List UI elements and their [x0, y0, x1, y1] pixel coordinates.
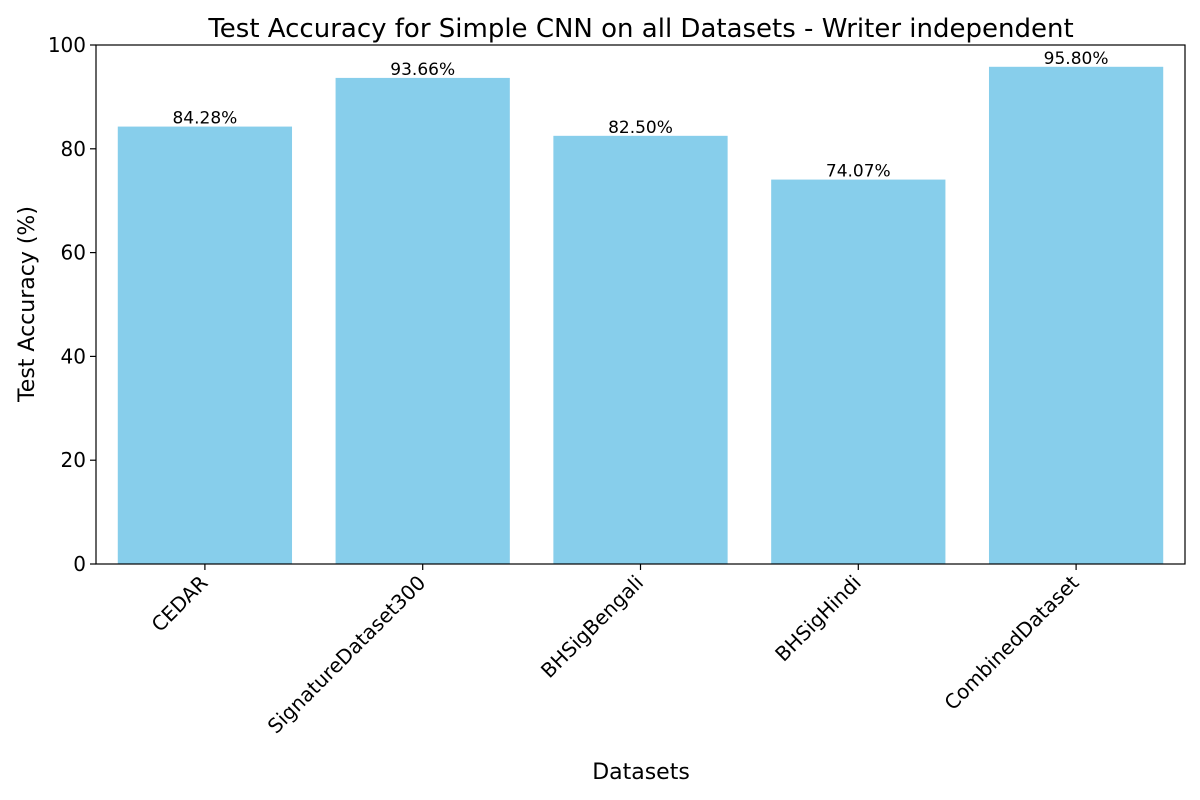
data-label-CEDAR: 84.28%	[172, 109, 237, 129]
y-axis: 0 20 40 60 80 100	[48, 33, 96, 576]
y-tick-label: 100	[48, 33, 86, 57]
x-tick-label-BHSigHindi: BHSigHindi	[770, 571, 866, 667]
bar-BHSigBengali	[553, 135, 728, 564]
x-tick-label-BHSigBengali: BHSigBengali	[536, 571, 648, 683]
y-tick-label: 40	[61, 344, 86, 368]
chart-title: Test Accuracy for Simple CNN on all Data…	[207, 14, 1073, 44]
plot-frame	[95, 44, 1186, 565]
x-tick-label-SignatureDataset300: SignatureDataset300	[263, 571, 431, 739]
data-label-BHSigHindi: 74.07%	[826, 162, 891, 182]
y-axis-title: Test Accuracy (%)	[15, 206, 40, 403]
y-tick-label: 20	[61, 448, 86, 472]
y-tick-label: 80	[61, 137, 86, 161]
bar-SignatureDataset300	[335, 77, 510, 564]
bar-CombinedDataset	[988, 66, 1164, 564]
x-axis-title: Datasets	[592, 760, 690, 785]
x-tick-label-CombinedDataset: CombinedDataset	[939, 570, 1083, 714]
data-label-SignatureDataset300: 93.66%	[390, 60, 455, 80]
y-tick-label: 0	[73, 552, 86, 576]
x-axis: CEDAR SignatureDataset300 BHSigBengali BHSi…	[147, 564, 1084, 738]
data-label-CombinedDataset: 95.80%	[1044, 49, 1109, 69]
bar-CEDAR	[117, 126, 293, 565]
y-tick-label: 60	[61, 241, 86, 265]
bar-BHSigHindi	[771, 179, 946, 564]
bars-group	[117, 66, 1164, 565]
data-labels-group: 84.28% 93.66% 82.50% 74.07% 95.80%	[172, 49, 1108, 182]
x-tick-label-CEDAR: CEDAR	[147, 570, 213, 636]
data-label-BHSigBengali: 82.50%	[608, 118, 673, 138]
